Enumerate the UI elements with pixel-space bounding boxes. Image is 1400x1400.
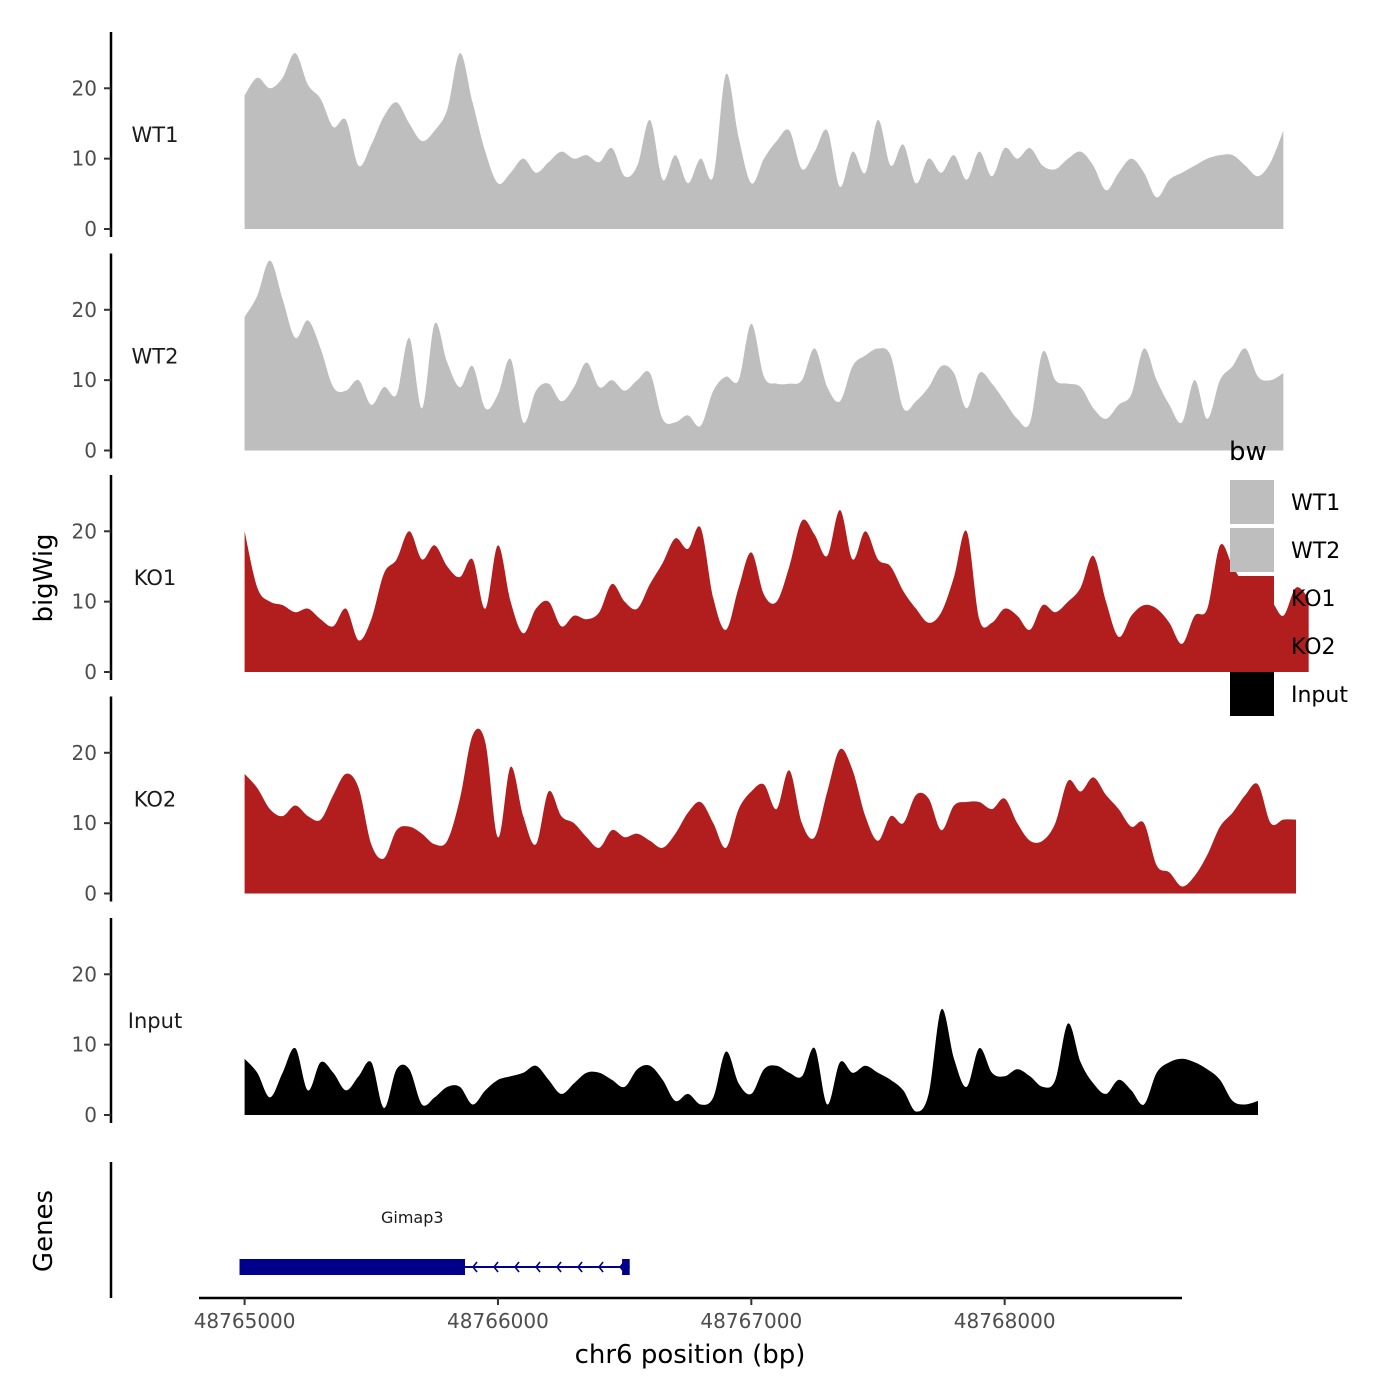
- gene-track: Genes Gimap3: [29, 1162, 630, 1298]
- x-ticks: 48765000 48766000 48767000 48768000: [194, 1298, 1056, 1333]
- coverage-tracks: 0 10 20 WT1 0 10 20 WT2 0 10 20 KO1 0 10 20 KO2 0 10 20 Inp…: [72, 32, 1309, 1127]
- strand-arrow: [471, 1261, 478, 1273]
- track-label-wt1: WT1: [132, 123, 179, 147]
- y-tick-label: 10: [72, 811, 97, 835]
- coverage-area-input: [244, 1008, 1259, 1115]
- track-label-input: Input: [128, 1009, 182, 1033]
- y-tick-label: 0: [84, 217, 97, 241]
- x-tick-label: 48765000: [194, 1309, 296, 1333]
- y-axis-title: bigWig: [29, 533, 59, 622]
- legend-label-input: Input: [1291, 683, 1348, 708]
- gene-exon: [622, 1259, 630, 1275]
- genes-track-title: Genes: [29, 1190, 59, 1272]
- x-tick-label: 48768000: [954, 1309, 1056, 1333]
- gene-gimap3: Gimap3: [239, 1208, 630, 1275]
- legend-label-ko2: KO2: [1291, 635, 1336, 660]
- track-ko2: 0 10 20 KO2: [72, 696, 1297, 906]
- legend: bw WT1 WT2 KO1 KO2 Input: [1229, 437, 1348, 716]
- legend-label-wt2: WT2: [1291, 539, 1340, 564]
- strand-arrow: [514, 1261, 520, 1273]
- track-ko1: 0 10 20 KO1: [72, 475, 1309, 684]
- y-tick-label: 0: [84, 439, 97, 463]
- x-tick-label: 48766000: [447, 1309, 549, 1333]
- gene-label: Gimap3: [381, 1208, 444, 1227]
- strand-arrow: [556, 1261, 562, 1273]
- y-tick-label: 0: [84, 660, 97, 684]
- x-axis: 48765000 48766000 48767000 48768000 chr6 po…: [194, 1296, 1182, 1370]
- legend-swatch-ko2: [1230, 624, 1274, 668]
- track-input: 0 10 20 Input: [72, 918, 1259, 1127]
- legend-label-ko1: KO1: [1291, 587, 1336, 612]
- strand-arrow: [598, 1261, 604, 1273]
- y-tick-label: 20: [72, 76, 97, 100]
- legend-swatch-wt2: [1230, 528, 1274, 572]
- track-label-wt2: WT2: [132, 345, 179, 369]
- legend-items: WT1 WT2 KO1 KO2 Input: [1230, 480, 1348, 716]
- coverage-area-wt1: [244, 53, 1284, 230]
- y-tick-label: 0: [84, 882, 97, 906]
- strand-arrow: [493, 1261, 499, 1273]
- strand-arrow: [577, 1261, 583, 1273]
- y-tick-label: 20: [72, 962, 97, 986]
- x-tick-label: 48767000: [700, 1309, 802, 1333]
- legend-swatch-wt1: [1230, 480, 1274, 524]
- y-tick-label: 20: [72, 519, 97, 543]
- y-tick-label: 10: [72, 1033, 97, 1057]
- legend-swatch-ko1: [1230, 576, 1274, 620]
- y-tick-label: 10: [72, 590, 97, 614]
- track-wt1: 0 10 20 WT1: [72, 32, 1284, 241]
- coverage-area-ko1: [244, 510, 1309, 672]
- coverage-area-ko2: [244, 728, 1297, 894]
- legend-title: bw: [1229, 437, 1267, 467]
- track-wt2: 0 10 20 WT2: [72, 253, 1284, 463]
- y-tick-label: 10: [72, 147, 97, 171]
- gene-exon: [239, 1259, 466, 1275]
- x-axis-title: chr6 position (bp): [575, 1340, 806, 1370]
- strand-arrow: [619, 1261, 625, 1273]
- track-label-ko1: KO1: [134, 566, 177, 590]
- strand-arrow: [535, 1261, 541, 1273]
- coverage-area-wt2: [244, 260, 1284, 451]
- y-tick-label: 20: [72, 741, 97, 765]
- legend-label-wt1: WT1: [1291, 491, 1340, 516]
- track-label-ko2: KO2: [134, 788, 177, 812]
- y-tick-label: 20: [72, 298, 97, 322]
- y-tick-label: 0: [84, 1103, 97, 1127]
- legend-swatch-input: [1230, 672, 1274, 716]
- gene-features: Gimap3: [239, 1208, 630, 1275]
- y-tick-label: 10: [72, 368, 97, 392]
